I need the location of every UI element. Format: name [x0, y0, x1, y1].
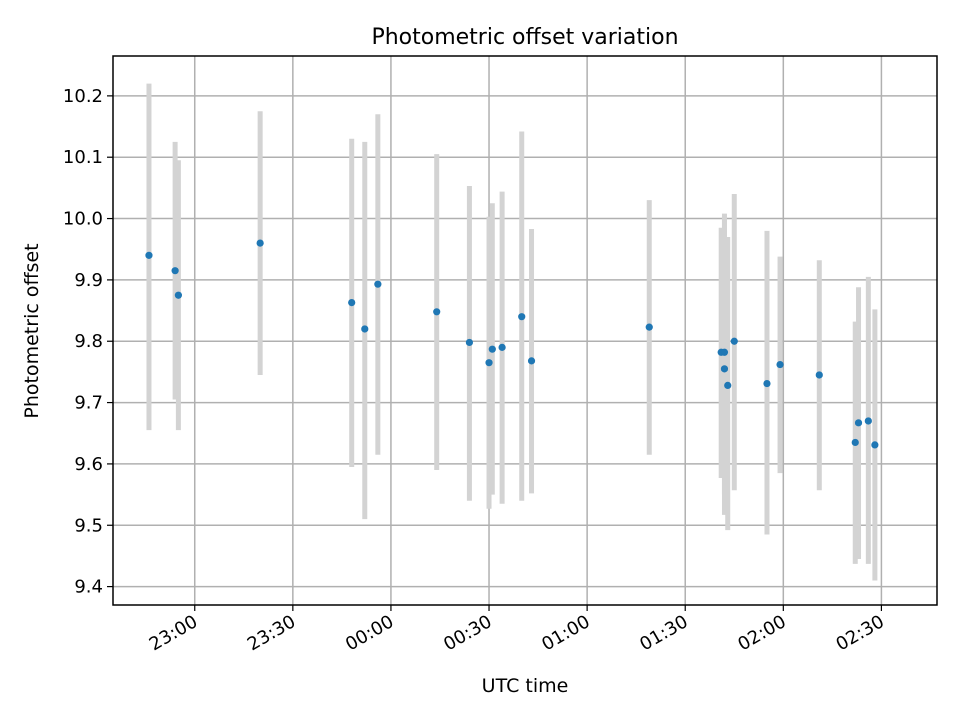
y-tick-label: 9.5 — [74, 515, 103, 536]
data-point — [815, 371, 823, 379]
data-point — [361, 325, 369, 333]
data-point — [374, 280, 382, 288]
data-point — [851, 438, 859, 447]
y-tick-label: 9.4 — [74, 577, 103, 598]
data-point — [171, 267, 179, 275]
y-tick-label: 9.6 — [74, 454, 103, 475]
data-point — [465, 338, 474, 347]
y-tick-label: 9.7 — [74, 393, 103, 414]
data-point — [485, 359, 493, 367]
data-point — [174, 291, 182, 299]
data-point — [348, 298, 356, 307]
y-tick-label: 9.8 — [74, 331, 103, 352]
data-point — [720, 348, 729, 356]
data-point — [763, 379, 771, 388]
data-point — [730, 337, 738, 345]
y-tick-label: 10.2 — [63, 86, 103, 107]
y-axis-label: Photometric offset — [21, 243, 43, 418]
data-point — [488, 345, 496, 353]
data-point — [724, 381, 732, 389]
x-axis-label: UTC time — [482, 675, 569, 697]
data-point — [720, 365, 729, 373]
point-layer — [145, 239, 879, 449]
y-tick-label: 10.0 — [63, 209, 103, 230]
data-point — [854, 419, 863, 427]
y-axis-ticks: 9.4 9.5 9.6 9.7 9.8 9.9 10.0 10.1 10.2 — [63, 86, 113, 598]
data-point — [864, 417, 872, 425]
data-point — [256, 239, 264, 247]
chart-title: Photometric offset variation — [371, 25, 678, 50]
data-point — [776, 360, 784, 369]
y-tick-label: 9.9 — [74, 270, 103, 291]
data-point — [498, 343, 506, 351]
data-point — [527, 357, 536, 365]
data-point — [871, 441, 879, 449]
plot-frame — [112, 55, 938, 606]
data-point — [145, 251, 153, 259]
data-point — [645, 323, 653, 331]
data-point — [433, 308, 441, 316]
data-point — [518, 313, 526, 321]
y-tick-label: 10.1 — [63, 147, 103, 168]
